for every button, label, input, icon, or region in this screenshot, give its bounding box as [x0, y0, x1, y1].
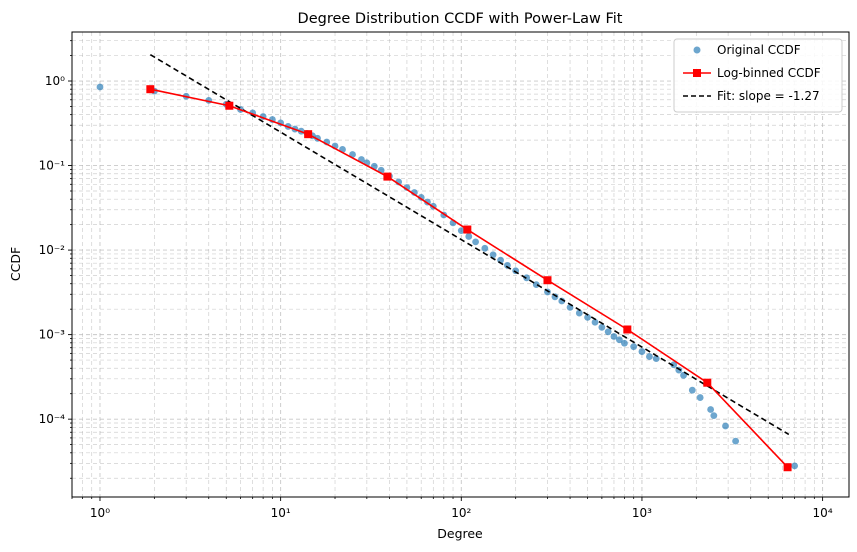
log-binned-marker: [383, 172, 392, 181]
original-ccdf-point: [696, 394, 704, 401]
log-binned-marker: [146, 85, 155, 94]
x-tick-label: 10¹: [271, 506, 291, 520]
original-ccdf-point: [615, 336, 623, 344]
y-tick-label: 10⁻³: [39, 328, 66, 342]
legend-label-fit: Fit: slope = -1.27: [717, 89, 820, 103]
original-ccdf-point: [630, 343, 638, 351]
x-tick-label: 10²: [451, 506, 471, 520]
original-ccdf-point: [610, 333, 618, 340]
legend-label-original: Original CCDF: [717, 43, 801, 57]
original-ccdf-point: [504, 261, 511, 269]
legend-marker-original: [693, 46, 701, 54]
original-ccdf-point: [688, 386, 696, 394]
original-ccdf-point: [457, 227, 465, 235]
y-tick-label: 10⁻¹: [39, 159, 66, 173]
log-binned-marker: [783, 463, 792, 472]
log-binned-marker: [225, 101, 234, 110]
original-ccdf-point: [417, 193, 425, 201]
x-tick-label: 10⁰: [90, 506, 110, 520]
original-ccdf-point: [465, 233, 473, 240]
log-binned-marker: [623, 325, 632, 334]
x-axis-title: Degree: [437, 526, 483, 541]
y-tick-label: 10⁻²: [39, 243, 66, 257]
y-tick-label: 10⁰: [45, 74, 65, 88]
x-tick-label: 10³: [632, 506, 652, 520]
original-ccdf-point: [96, 83, 104, 91]
fit-line: [149, 53, 790, 436]
original-ccdf-point: [710, 412, 718, 420]
original-ccdf-point: [646, 353, 653, 360]
y-axis-title: CCDF: [8, 247, 23, 281]
original-ccdf-point: [604, 328, 612, 336]
legend-marker-binned: [693, 69, 701, 77]
original-ccdf-point: [722, 422, 729, 430]
legend-label-binned: Log-binned CCDF: [717, 66, 821, 80]
original-ccdf-point: [621, 339, 628, 347]
original-ccdf-point: [670, 361, 678, 369]
axis-ticks: 10⁰ 10¹ 10² 10³ 10⁴ 10⁻⁴ 10⁻³ 10⁻² 10⁻¹ 10⁰: [39, 40, 833, 520]
original-ccdf-point: [598, 323, 606, 331]
original-ccdf-point: [481, 244, 489, 252]
original-ccdf-point: [532, 281, 540, 289]
plot-frame: [71, 31, 850, 498]
log-binned-marker: [543, 276, 552, 285]
original-ccdf-point: [652, 355, 660, 363]
log-binned-marker: [304, 130, 313, 139]
plot-series: [96, 53, 799, 472]
original-ccdf-point: [584, 313, 591, 321]
original-ccdf-point: [575, 309, 583, 317]
original-ccdf-point: [732, 437, 740, 445]
original-ccdf-point: [472, 238, 479, 246]
original-ccdf-point: [489, 251, 497, 259]
legend-box: [673, 38, 843, 113]
x-tick-label: 10⁴: [813, 506, 833, 520]
original-ccdf-point: [638, 348, 646, 355]
original-ccdf-point: [707, 406, 715, 413]
original-ccdf-point: [591, 318, 599, 326]
log-binned-marker: [463, 225, 472, 234]
original-ccdf-point: [791, 462, 799, 470]
y-tick-label: 10⁻⁴: [39, 412, 66, 426]
chart-title: Degree Distribution CCDF with Power-Law …: [298, 11, 623, 27]
legend: Original CCDF Log-binned CCDF Fit: slope…: [673, 38, 843, 113]
log-binned-marker: [703, 378, 712, 387]
